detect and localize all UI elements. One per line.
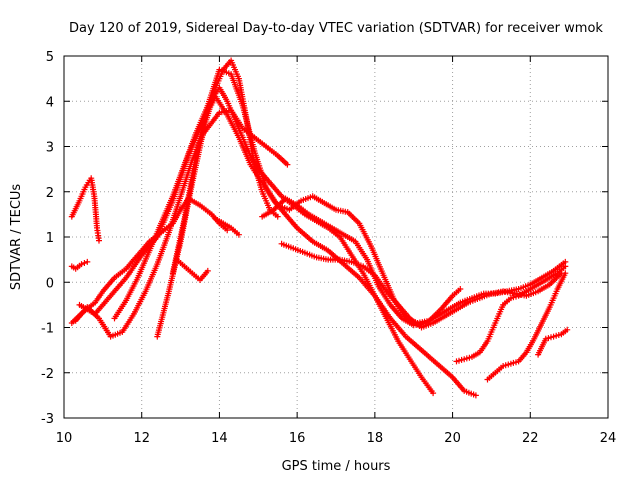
data-point-marker xyxy=(204,267,211,274)
data-point-marker xyxy=(555,332,562,338)
series-points xyxy=(484,270,569,383)
data-point-marker xyxy=(81,260,88,266)
data-series-arc-1 xyxy=(68,175,102,244)
data-point-marker xyxy=(78,261,85,268)
series-line xyxy=(113,86,435,395)
y-axis-label: SDTVAR / TECUs xyxy=(9,184,24,291)
series-line xyxy=(78,95,477,397)
y-tick-label: 2 xyxy=(46,186,54,201)
series-points xyxy=(76,93,479,399)
x-tick-label: 22 xyxy=(522,431,539,446)
x-tick-label: 20 xyxy=(444,431,461,446)
series-points xyxy=(212,215,242,238)
x-tick-label: 16 xyxy=(289,431,306,446)
y-tick-label: 3 xyxy=(46,141,54,156)
y-tick-label: 0 xyxy=(46,276,54,291)
data-series-arc-3 xyxy=(68,195,231,326)
series-points xyxy=(169,66,464,326)
series-layer xyxy=(68,57,571,399)
series-points xyxy=(535,326,571,358)
series-points xyxy=(68,175,102,244)
data-point-marker xyxy=(564,326,571,333)
data-point-marker xyxy=(562,263,569,270)
x-axis-label: GPS time / hours xyxy=(282,459,391,474)
y-tick-label: -2 xyxy=(41,367,54,382)
series-points xyxy=(68,258,91,272)
data-point-marker xyxy=(457,286,464,292)
data-series-arc-13 xyxy=(453,263,569,365)
data-series-arc-4 xyxy=(212,215,242,238)
x-tick-label: 14 xyxy=(211,431,228,446)
series-points xyxy=(453,263,569,365)
chart-title: Day 120 of 2019, Sidereal Day-to-day VTE… xyxy=(69,21,603,36)
plot-frame xyxy=(63,55,609,419)
series-points xyxy=(68,195,231,326)
x-tick-label: 24 xyxy=(600,431,617,446)
data-point-marker xyxy=(274,213,281,220)
data-point-marker xyxy=(542,335,549,342)
data-series-arc-7 xyxy=(111,84,437,397)
data-series-arc-14 xyxy=(484,270,569,383)
series-line xyxy=(455,265,567,363)
y-tick-label: -1 xyxy=(41,322,54,337)
y-tick-label: 4 xyxy=(46,95,54,110)
x-tick-label: 10 xyxy=(56,431,73,446)
data-series-arc-2 xyxy=(68,258,91,272)
data-point-marker xyxy=(84,258,91,265)
data-point-marker xyxy=(562,270,569,277)
series-points xyxy=(111,84,437,397)
series-line xyxy=(261,197,567,327)
data-series-arc-10 xyxy=(173,256,211,283)
data-series-arc-6 xyxy=(76,93,479,399)
data-point-marker xyxy=(472,392,479,399)
x-tick-label: 18 xyxy=(367,431,384,446)
y-tick-label: -3 xyxy=(41,412,54,427)
data-point-marker xyxy=(550,333,557,340)
data-point-marker xyxy=(430,390,437,397)
y-tick-label: 1 xyxy=(46,231,54,246)
series-points xyxy=(173,256,211,283)
data-point-marker xyxy=(96,237,102,244)
data-point-marker xyxy=(235,231,242,238)
y-tick-label: 5 xyxy=(46,50,54,65)
data-series-arc-15 xyxy=(535,326,571,358)
x-tick-label: 12 xyxy=(133,431,150,446)
data-point-marker xyxy=(284,161,291,168)
